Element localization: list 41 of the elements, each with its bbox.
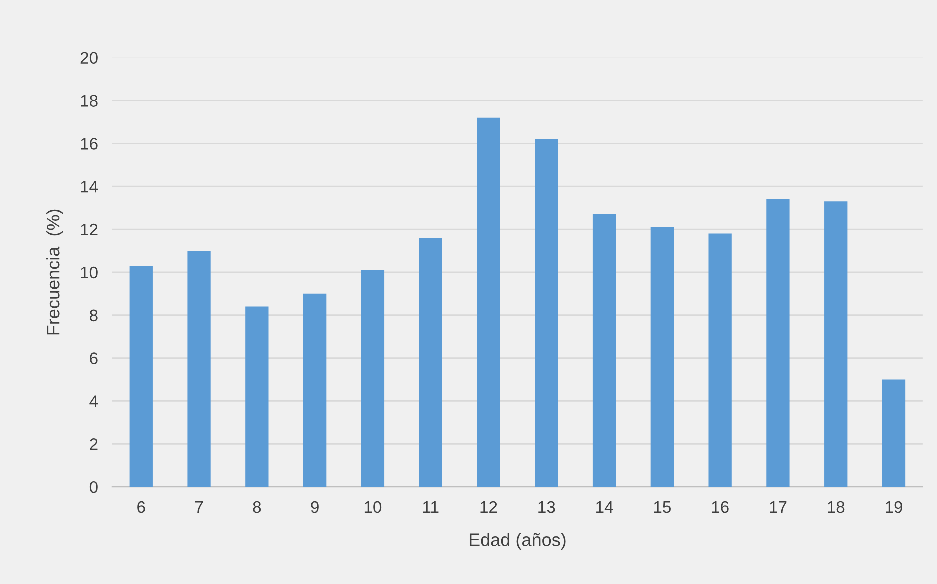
bar [766,199,790,488]
x-tick-label: 11 [423,502,439,514]
bar [419,238,442,488]
x-tick-label: 16 [712,501,729,514]
x-tick-label: 8 [253,501,262,514]
y-tick-label: 12 [81,224,98,236]
x-tick-label: 7 [196,502,204,514]
y-tick-label: 16 [81,138,98,150]
bar [361,270,385,488]
x-tick-label: 13 [538,501,556,514]
bar [477,118,500,488]
y-tick-label: 10 [81,266,98,279]
y-axis-title: Frecuencia (%) [46,210,64,335]
x-tick-label: 17 [770,502,787,514]
y-tick-label: 18 [81,95,98,107]
bar [188,250,211,488]
x-tick-label: 10 [364,501,382,514]
bar [246,306,269,488]
x-tick-label: 6 [138,501,146,514]
x-tick-label: 12 [480,501,498,514]
bar [650,227,674,488]
y-tick-label: 14 [81,181,98,193]
y-tick-label: 20 [80,52,98,64]
y-tick-label: 6 [90,352,98,364]
x-tick-label: 19 [886,501,902,514]
x-tick-label: 14 [596,502,614,514]
x-tick-label: 9 [311,501,319,514]
y-tick-label: 8 [90,310,98,322]
x-axis-title: Edad (años) [470,533,566,550]
bar [708,234,732,488]
bar [130,266,153,488]
bar [824,202,848,488]
bar [535,139,558,488]
y-tick-label: 2 [90,438,98,450]
y-tick-label: 4 [90,396,98,408]
x-tick-label: 18 [828,501,845,514]
bar [882,380,906,488]
bar [592,214,616,488]
bar [303,294,327,488]
x-tick-label: 15 [654,502,671,514]
y-tick-label: 0 [90,481,98,494]
